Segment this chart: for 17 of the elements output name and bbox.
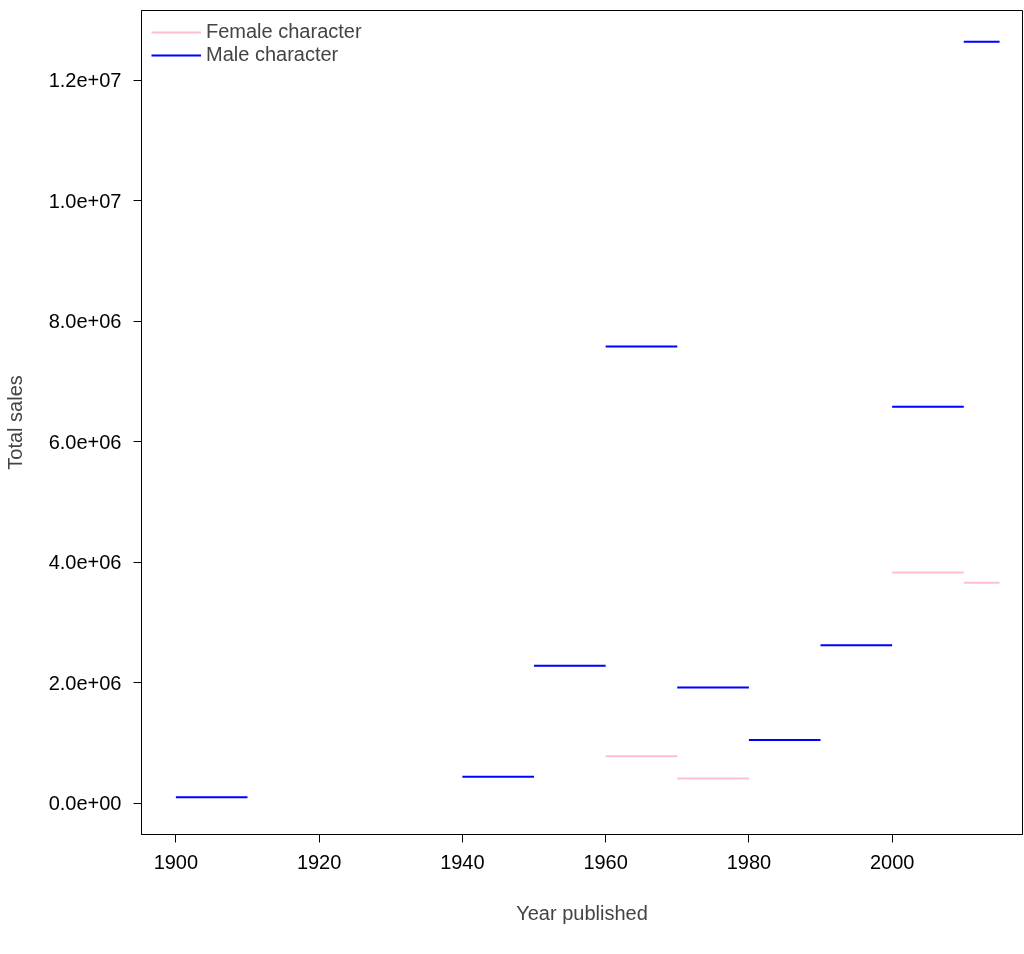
- legend-label: Male character: [206, 43, 339, 66]
- legend-label: Female character: [206, 20, 362, 43]
- y-axis-title: Total sales: [3, 375, 26, 470]
- y-tick-label: 2.0e+06: [48, 671, 122, 694]
- y-tick-label: 0.0e+00: [48, 792, 122, 815]
- x-tick-label: 1960: [583, 850, 628, 873]
- y-tick-label: 1.0e+07: [48, 189, 122, 212]
- x-tick-label: 1980: [726, 850, 772, 873]
- x-tick-label: 1940: [440, 850, 485, 873]
- y-tick-label: 6.0e+06: [48, 430, 122, 453]
- x-tick-label: 1920: [296, 850, 342, 873]
- x-tick-label: 2000: [869, 850, 915, 873]
- y-tick-label: 4.0e+06: [48, 551, 122, 574]
- y-tick-label: 1.2e+07: [48, 69, 122, 92]
- y-tick-label: 8.0e+06: [48, 310, 122, 333]
- x-axis-title: Year published: [516, 901, 648, 924]
- x-tick-label: 1900: [153, 850, 199, 873]
